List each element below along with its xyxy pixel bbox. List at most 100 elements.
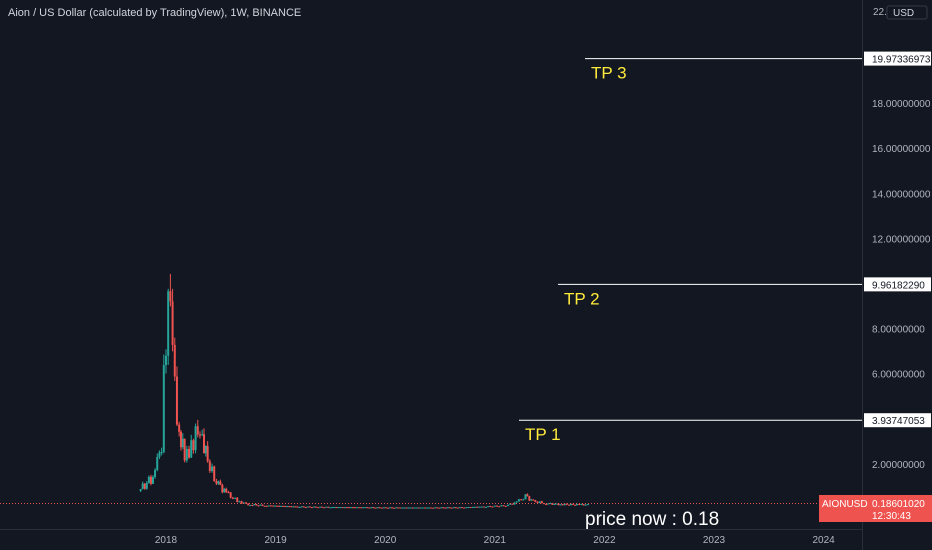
candle-body — [249, 505, 252, 507]
candle-body — [263, 505, 266, 507]
candle-body — [489, 506, 492, 508]
candle-body — [208, 461, 211, 472]
candle-body — [185, 448, 188, 461]
candle-body — [167, 291, 170, 356]
level-price-tp1: 3.93747053 — [872, 416, 925, 427]
candle-body — [364, 507, 367, 509]
candle-body — [173, 344, 176, 377]
candle-body — [543, 503, 546, 505]
candle-body — [181, 438, 184, 448]
candle-body — [247, 503, 250, 506]
candle-body — [284, 506, 287, 508]
level-price-tp2: 9.96182290 — [872, 280, 925, 291]
price-axis[interactable]: 22.0 USD 18.00000000 16.00000000 14.000000… — [872, 5, 931, 471]
candle-body — [450, 507, 453, 509]
candle-body — [215, 481, 218, 484]
candle-body — [204, 445, 207, 454]
candle-body — [202, 434, 205, 454]
candle-body — [532, 499, 535, 501]
candle-body — [206, 445, 209, 462]
candle-body — [471, 506, 474, 508]
candle-body — [474, 506, 477, 508]
candle-body — [547, 503, 550, 505]
current-price: 0.18601020 — [872, 499, 925, 510]
candle-body — [545, 504, 548, 506]
candle-body — [194, 426, 197, 451]
candle-body — [312, 506, 315, 508]
candle-body — [178, 424, 181, 432]
level-price-tp3: 19.97336973 — [872, 55, 931, 66]
candle-body — [335, 507, 338, 509]
candle-body — [321, 506, 324, 508]
current-symbol: AIONUSD — [822, 499, 868, 510]
candle-body — [559, 504, 562, 506]
candle-body — [515, 501, 518, 503]
candle-body — [399, 507, 402, 509]
candle-body — [323, 507, 326, 509]
candle-body — [229, 492, 232, 498]
candle-body — [403, 507, 406, 509]
current-price-badge: AIONUSD 0.18601020 12:30:43 — [819, 495, 932, 522]
candle-body — [405, 507, 408, 509]
candle-body — [380, 507, 383, 509]
candle-body — [259, 504, 262, 506]
candle-body — [221, 484, 224, 493]
level-label-tp2: TP 2 — [564, 289, 600, 308]
candle-body — [485, 506, 488, 508]
candle-body — [549, 503, 552, 505]
candle-body — [306, 506, 309, 508]
candle-body — [343, 507, 346, 509]
candle-body — [444, 507, 447, 509]
candle-body — [360, 507, 363, 509]
candle-body — [571, 503, 574, 505]
candle-body — [265, 505, 268, 507]
candle-body — [211, 466, 214, 472]
candle-body — [366, 507, 369, 509]
candle-body — [261, 504, 264, 506]
candle-body — [513, 502, 516, 505]
time-axis[interactable]: 2018 2019 2020 2021 2022 2023 2024 — [155, 535, 835, 546]
candle-body — [423, 507, 426, 509]
candle-body — [567, 504, 570, 506]
candle-body — [251, 505, 254, 507]
candle-body — [315, 506, 318, 508]
currency-badge[interactable] — [886, 5, 928, 20]
candle-body — [540, 501, 543, 504]
candle-body — [169, 291, 172, 302]
candle-body — [448, 507, 451, 509]
candle-body — [329, 507, 332, 509]
candle-body — [469, 507, 472, 509]
candle-body — [561, 504, 564, 506]
candle-body — [432, 507, 435, 509]
candle-body — [478, 506, 481, 508]
candle-body — [376, 507, 379, 509]
price-tick-label: 12.00000000 — [872, 234, 931, 245]
candle-body — [147, 476, 150, 483]
candle-body — [421, 507, 424, 509]
candle-body — [480, 506, 483, 508]
candle-body — [553, 503, 556, 505]
candle-body — [188, 448, 191, 458]
time-tick-label: 2018 — [155, 535, 178, 546]
candle-body — [337, 507, 340, 509]
candle-body — [419, 507, 422, 509]
candle-body — [446, 507, 449, 509]
candle-body — [415, 507, 418, 509]
candle-body — [460, 507, 463, 509]
candle-body — [151, 476, 154, 484]
price-tick-label: 6.00000000 — [872, 370, 925, 381]
candle-body — [358, 507, 361, 509]
candle-body — [190, 440, 193, 458]
candle-body — [555, 503, 558, 505]
candle-body — [413, 507, 416, 509]
candle-body — [347, 507, 350, 509]
candle-body — [175, 376, 178, 425]
candle-body — [502, 505, 505, 507]
candle-body — [384, 507, 387, 509]
candle-body — [317, 507, 320, 509]
candle-body — [434, 507, 437, 509]
candle-body — [143, 483, 146, 489]
candle-body — [238, 501, 241, 503]
price-axis-separator — [862, 0, 863, 550]
